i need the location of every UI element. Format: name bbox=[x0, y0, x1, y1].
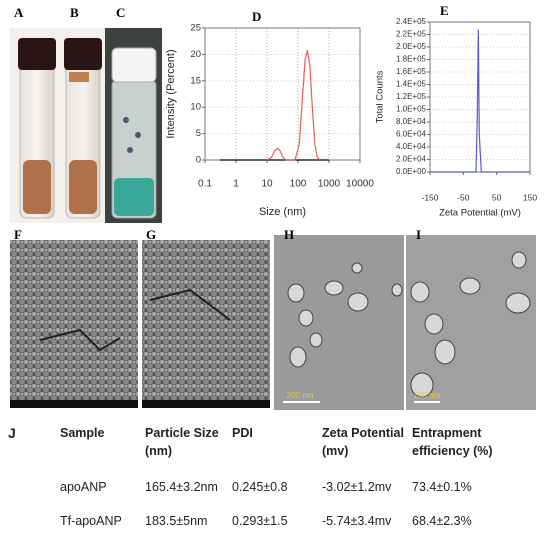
photo-vial-c bbox=[105, 28, 162, 223]
y-tick-label: 4.0E+04 bbox=[396, 142, 427, 151]
y-axis-label: Total Counts bbox=[375, 70, 386, 123]
table-cell: 0.245±0.8 bbox=[232, 480, 288, 494]
data-line bbox=[430, 29, 530, 173]
y-tick-label: 25 bbox=[190, 23, 201, 34]
panel-label: B bbox=[70, 5, 79, 20]
y-tick-label: 6.0E+04 bbox=[396, 130, 427, 139]
y-tick-label: 0 bbox=[196, 155, 201, 166]
table-header: Particle Size (nm) bbox=[145, 426, 219, 458]
x-tick-label: 50 bbox=[492, 192, 502, 202]
table-header: Zeta Potential (mv) bbox=[322, 426, 404, 458]
y-tick-label: 2.0E+04 bbox=[396, 155, 427, 164]
results-table: J Sample Particle Size (nm) PDI Zeta Potenti… bbox=[0, 416, 550, 542]
y-tick-label: 15 bbox=[190, 75, 201, 86]
panel-label: H bbox=[284, 227, 294, 242]
table-cell: -5.74±3.4mv bbox=[322, 514, 392, 528]
y-tick-label: 5 bbox=[196, 128, 201, 139]
y-tick-label: 1.6E+05 bbox=[396, 67, 427, 76]
x-axis-label: Size (nm) bbox=[259, 206, 306, 218]
tem-image bbox=[274, 235, 404, 410]
y-tick-label: 1.8E+05 bbox=[396, 55, 427, 64]
plot-frame bbox=[204, 27, 361, 161]
x-axis-label: Zeta Potential (mV) bbox=[439, 208, 521, 219]
x-tick-label: 1 bbox=[233, 179, 239, 190]
y-tick-label: 20 bbox=[190, 49, 201, 60]
table-cell: 183.5±5nm bbox=[145, 514, 208, 528]
y-axis-label: Intensity (Percent) bbox=[165, 49, 177, 138]
x-tick-label: 100 bbox=[290, 179, 307, 190]
y-tick-label: 2.0E+05 bbox=[396, 42, 427, 51]
x-tick-label: 10000 bbox=[346, 179, 374, 190]
x-tick-label: -150 bbox=[421, 192, 438, 202]
y-tick-label: 2.4E+05 bbox=[396, 17, 427, 26]
y-tick-label: 1.0E+05 bbox=[396, 105, 427, 114]
y-tick-label: 8.0E+04 bbox=[396, 117, 427, 126]
y-tick-label: 1.4E+05 bbox=[396, 80, 427, 89]
y-tick-label: 10 bbox=[190, 102, 201, 113]
table-cell: 73.4±0.1% bbox=[412, 480, 472, 494]
x-tick-label: 150 bbox=[523, 192, 537, 202]
x-tick-label: 10 bbox=[261, 179, 273, 190]
table-cell: apoANP bbox=[60, 480, 107, 494]
y-tick-label: 1.2E+05 bbox=[396, 92, 427, 101]
panel-label: E bbox=[440, 3, 449, 18]
table-cell: -3.02±1.2mv bbox=[322, 480, 392, 494]
table-cell: Tf-apoANP bbox=[60, 514, 122, 528]
panel-label: I bbox=[416, 227, 421, 242]
data-line bbox=[266, 50, 321, 161]
sem-image bbox=[10, 240, 138, 408]
panel-label: F bbox=[14, 227, 22, 242]
scale-bar-label: 200 nm bbox=[287, 391, 314, 400]
photo-vials bbox=[10, 28, 105, 223]
panel-label: J bbox=[8, 425, 16, 441]
table-header: Entrapment efficiency (%) bbox=[412, 426, 493, 458]
x-tick-label: 0.1 bbox=[198, 179, 212, 190]
table-cell: 68.4±2.3% bbox=[412, 514, 472, 528]
figure: 200 nm 100 nm A B C D E F G H I 0 5 10 15 20 25 0.1 1 10 1… bbox=[10, 3, 537, 410]
table-header: PDI bbox=[232, 426, 253, 440]
scale-bar-label: 100 nm bbox=[414, 391, 441, 400]
table-header: Sample bbox=[60, 426, 105, 440]
panel-label: A bbox=[14, 5, 24, 20]
sem-image bbox=[142, 240, 270, 408]
panel-label: C bbox=[116, 5, 125, 20]
x-tick-label: -50 bbox=[457, 192, 470, 202]
x-tick-label: 1000 bbox=[318, 179, 341, 190]
table-cell: 165.4±3.2nm bbox=[145, 480, 218, 494]
plot-frame bbox=[429, 21, 531, 173]
table-cell: 0.293±1.5 bbox=[232, 514, 288, 528]
y-tick-label: 2.2E+05 bbox=[396, 30, 427, 39]
panel-label: D bbox=[252, 9, 261, 24]
panel-label: G bbox=[146, 227, 156, 242]
y-tick-label: 0.0E+00 bbox=[396, 167, 427, 176]
